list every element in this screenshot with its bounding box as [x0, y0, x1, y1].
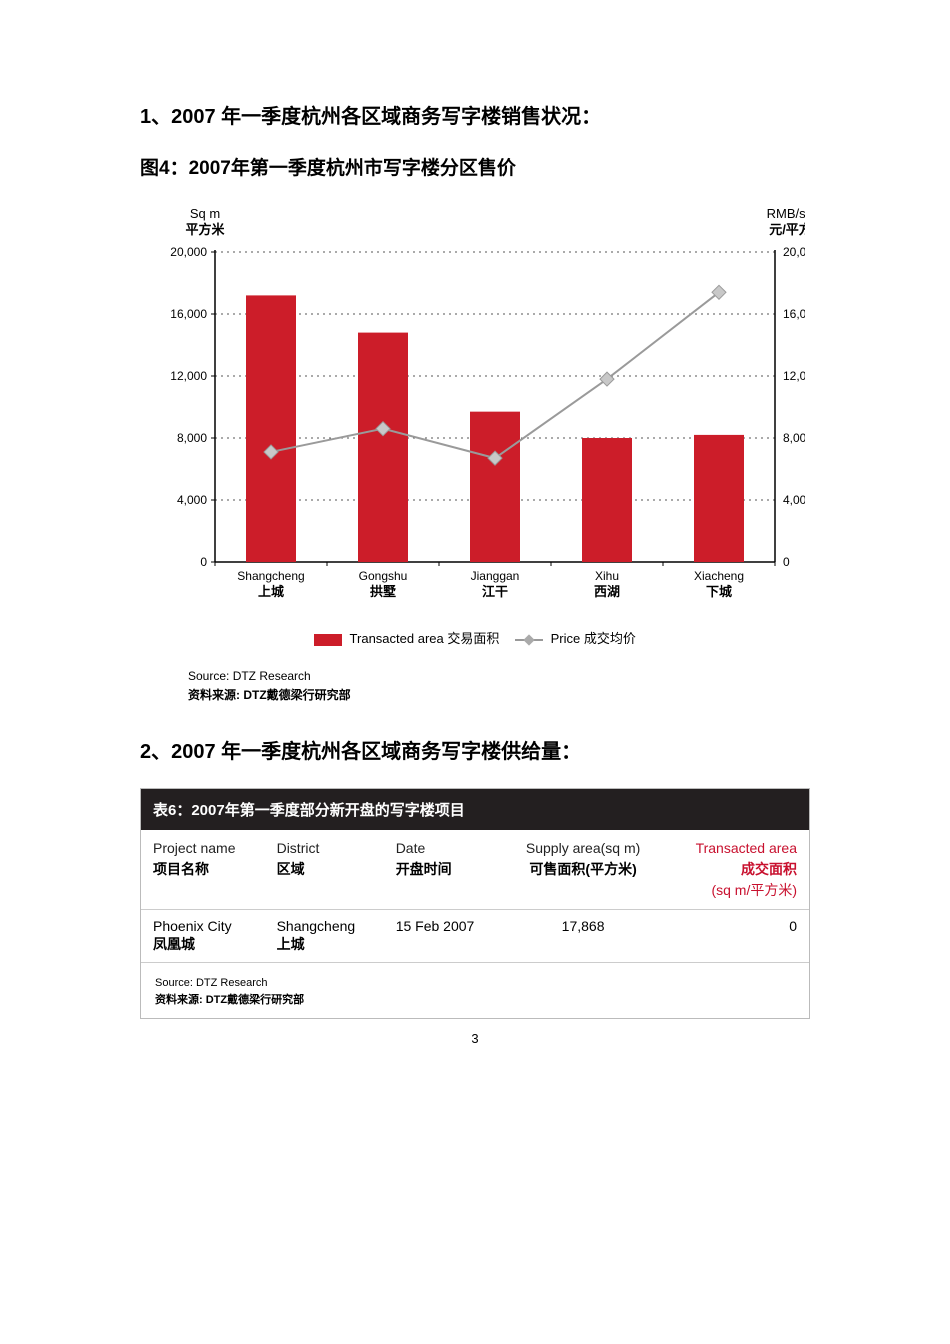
- chart-title: 图4：2007年第一季度杭州市写字楼分区售价: [140, 153, 810, 180]
- svg-text:20,000: 20,000: [170, 245, 207, 259]
- svg-text:元/平方米: 元/平方米: [769, 222, 805, 237]
- svg-text:16,000: 16,000: [170, 307, 207, 321]
- svg-text:Xiacheng: Xiacheng: [694, 569, 744, 583]
- svg-text:西湖: 西湖: [594, 584, 620, 599]
- chart-source: Source: DTZ Research 资料来源: DTZ戴德梁行研究部: [188, 667, 810, 705]
- line-legend-swatch: [515, 634, 543, 646]
- svg-text:4,000: 4,000: [783, 493, 805, 507]
- line-legend-label: Price 成交均价: [551, 631, 636, 646]
- svg-text:16,000: 16,000: [783, 307, 805, 321]
- svg-text:Xihu: Xihu: [595, 569, 619, 583]
- svg-text:Shangcheng: Shangcheng: [237, 569, 304, 583]
- svg-text:拱墅: 拱墅: [370, 584, 396, 599]
- table-body: Phoenix City凤凰城Shangcheng上城15 Feb 200717…: [141, 910, 809, 963]
- svg-text:0: 0: [200, 555, 207, 569]
- table-header-row: Project name项目名称District区域Date开盘时间Supply…: [141, 830, 809, 910]
- table-row: Phoenix City凤凰城Shangcheng上城15 Feb 200717…: [141, 910, 809, 963]
- svg-text:Sq m: Sq m: [190, 206, 220, 221]
- svg-text:12,000: 12,000: [170, 369, 207, 383]
- chart-source-en: Source: DTZ Research: [188, 667, 810, 686]
- section2-heading: 2、2007 年一季度杭州各区域商务写字楼供给量：: [140, 735, 810, 764]
- svg-text:0: 0: [783, 555, 790, 569]
- svg-text:8,000: 8,000: [177, 431, 207, 445]
- page-number: 3: [140, 1031, 810, 1046]
- chart-legend: Transacted area 交易面积 Price 成交均价: [140, 628, 810, 647]
- svg-text:12,000: 12,000: [783, 369, 805, 383]
- table-source: Source: DTZ Research 资料来源: DTZ戴德梁行研究部: [141, 962, 809, 1018]
- svg-text:8,000: 8,000: [783, 431, 805, 445]
- svg-text:平方米: 平方米: [185, 222, 225, 237]
- bar-legend-label: Transacted area 交易面积: [350, 631, 500, 646]
- table-title: 表6：2007年第一季度部分新开盘的写字楼项目: [141, 789, 809, 830]
- table-col-0: Project name项目名称: [141, 830, 265, 910]
- svg-text:江干: 江干: [482, 584, 508, 599]
- chart-area: Sq m平方米 RMB/sq m元/平方米 0 0 4,000 4,000 8,000 8,0…: [145, 200, 805, 620]
- svg-text:下城: 下城: [706, 584, 732, 599]
- table-col-3: Supply area(sq m)可售面积(平方米): [503, 830, 664, 910]
- svg-text:4,000: 4,000: [177, 493, 207, 507]
- table-source-en: Source: DTZ Research: [155, 975, 795, 992]
- table-col-1: District区域: [265, 830, 384, 910]
- bar-line-chart: Sq m平方米 RMB/sq m元/平方米 0 0 4,000 4,000 8,000 8,0…: [145, 200, 805, 620]
- svg-text:20,000: 20,000: [783, 245, 805, 259]
- chart-source-cn: 资料来源: DTZ戴德梁行研究部: [188, 686, 810, 705]
- supply-table: 表6：2007年第一季度部分新开盘的写字楼项目 Project name项目名称…: [140, 788, 810, 1019]
- svg-text:上城: 上城: [258, 584, 284, 599]
- svg-text:RMB/sq m: RMB/sq m: [767, 206, 805, 221]
- table-col-4: Transacted area成交面积(sq m/平方米): [663, 830, 809, 910]
- bar-legend-swatch: [314, 634, 342, 646]
- table-source-cn: 资料来源: DTZ戴德梁行研究部: [155, 992, 795, 1009]
- svg-text:Gongshu: Gongshu: [359, 569, 408, 583]
- table-col-2: Date开盘时间: [384, 830, 503, 910]
- svg-text:Jianggan: Jianggan: [471, 569, 520, 583]
- section1-heading: 1、2007 年一季度杭州各区域商务写字楼销售状况：: [140, 100, 810, 129]
